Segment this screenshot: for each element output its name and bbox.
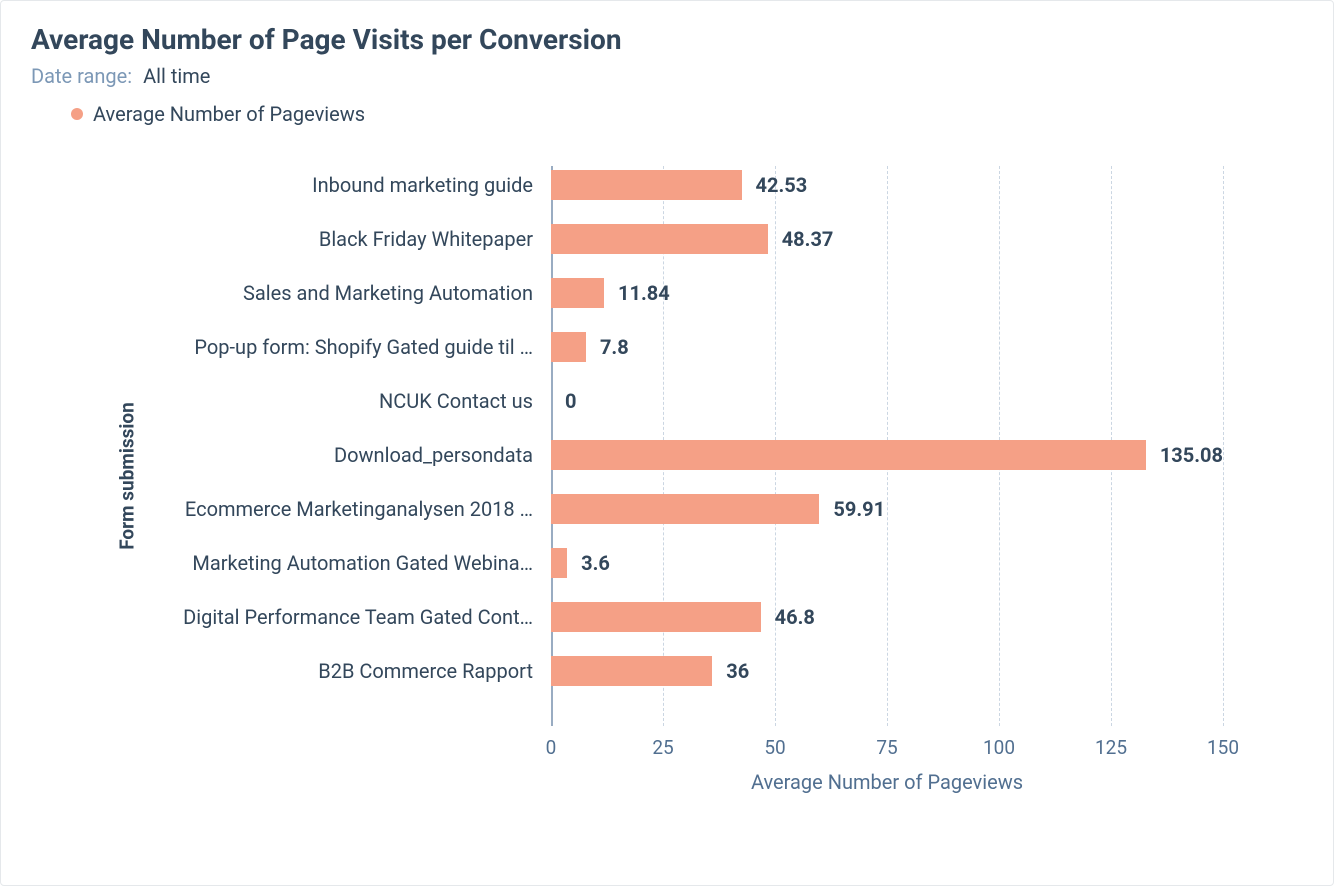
gridline (1223, 166, 1224, 726)
x-tick-label: 50 (764, 736, 785, 759)
bar-row: Black Friday Whitepaper48.37 (551, 224, 1223, 254)
bar[interactable] (551, 332, 586, 362)
bar[interactable] (551, 224, 768, 254)
x-tick-label: 125 (1095, 736, 1127, 759)
x-tick-label: 25 (652, 736, 673, 759)
bar-value-label: 3.6 (581, 551, 610, 575)
bar-value-label: 48.37 (782, 227, 834, 251)
bar[interactable] (551, 656, 712, 686)
category-label: Sales and Marketing Automation (91, 281, 551, 305)
plot-region: Average Number of Pageviews 025507510012… (551, 166, 1223, 726)
x-tick-label: 75 (876, 736, 897, 759)
bar-value-label: 46.8 (775, 605, 815, 629)
bar[interactable] (551, 602, 761, 632)
category-label: Digital Performance Team Gated Cont… (91, 605, 551, 629)
category-label: Ecommerce Marketinganalysen 2018 … (91, 497, 551, 521)
chart-area: Form submission Average Number of Pagevi… (31, 156, 1303, 796)
bar-row: Download_persondata135.08 (551, 440, 1223, 470)
bar[interactable] (551, 548, 567, 578)
y-axis-title: Form submission (115, 402, 138, 550)
bar[interactable] (551, 170, 742, 200)
category-label: Black Friday Whitepaper (91, 227, 551, 251)
bar-value-label: 42.53 (756, 173, 808, 197)
bar-row: B2B Commerce Rapport36 (551, 656, 1223, 686)
category-label: Pop-up form: Shopify Gated guide til … (91, 335, 551, 359)
date-range: Date range: All time (31, 64, 1303, 88)
bar-row: Sales and Marketing Automation11.84 (551, 278, 1223, 308)
bar-value-label: 0 (565, 389, 576, 413)
date-range-value: All time (143, 64, 210, 88)
bar-row: Ecommerce Marketinganalysen 2018 …59.91 (551, 494, 1223, 524)
chart-panel: Average Number of Page Visits per Conver… (0, 0, 1334, 886)
bar-row: NCUK Contact us0 (551, 386, 1223, 416)
bar-value-label: 59.91 (833, 497, 885, 521)
x-tick-label: 150 (1207, 736, 1239, 759)
legend: Average Number of Pageviews (71, 102, 1303, 126)
bar[interactable] (551, 494, 819, 524)
bar-row: Digital Performance Team Gated Cont…46.8 (551, 602, 1223, 632)
x-tick-label: 0 (546, 736, 557, 759)
bar-value-label: 36 (726, 659, 749, 683)
x-tick-label: 100 (983, 736, 1015, 759)
legend-marker (71, 108, 83, 120)
bar[interactable] (551, 278, 604, 308)
bar-row: Inbound marketing guide42.53 (551, 170, 1223, 200)
bar-value-label: 11.84 (618, 281, 670, 305)
category-label: Marketing Automation Gated Webina… (91, 551, 551, 575)
category-label: NCUK Contact us (91, 389, 551, 413)
x-axis-title: Average Number of Pageviews (551, 770, 1223, 794)
category-label: Download_persondata (91, 443, 551, 467)
chart-title: Average Number of Page Visits per Conver… (31, 23, 1303, 56)
category-label: B2B Commerce Rapport (91, 659, 551, 683)
bar[interactable] (551, 440, 1146, 470)
bar-row: Pop-up form: Shopify Gated guide til …7.… (551, 332, 1223, 362)
date-range-label: Date range: (31, 64, 132, 88)
bar-value-label: 7.8 (600, 335, 629, 359)
bar-row: Marketing Automation Gated Webina…3.6 (551, 548, 1223, 578)
bar-value-label: 135.08 (1160, 443, 1223, 467)
category-label: Inbound marketing guide (91, 173, 551, 197)
legend-label: Average Number of Pageviews (93, 102, 365, 126)
